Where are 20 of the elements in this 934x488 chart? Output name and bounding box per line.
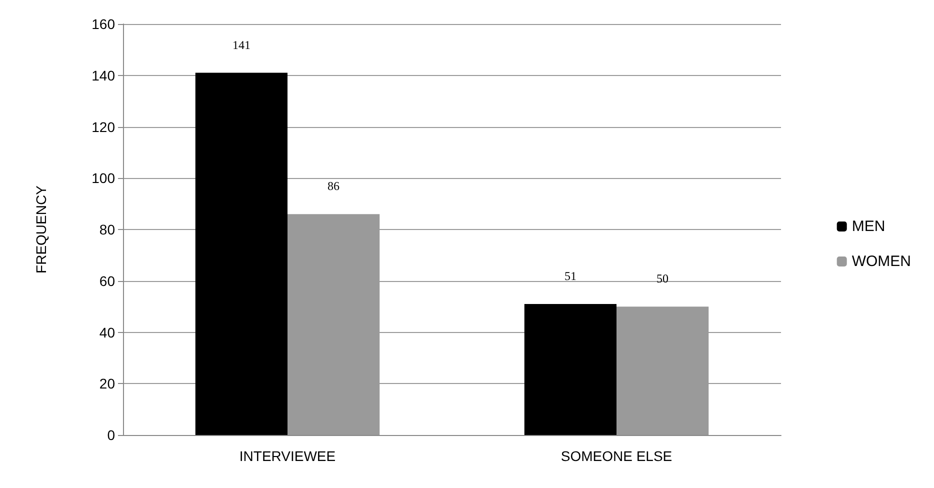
legend-label: MEN: [852, 218, 886, 235]
y-tick-label: 160: [92, 16, 116, 32]
y-tick-label: 0: [107, 427, 116, 443]
y-tick-label: 20: [99, 376, 116, 392]
y-tick-label: 40: [99, 324, 116, 340]
y-tick-label: 80: [99, 222, 116, 238]
data-label: 51: [564, 268, 576, 283]
x-tick-label: SOMEONE ELSE: [560, 448, 672, 464]
data-label: 141: [232, 38, 250, 52]
bar: [195, 72, 288, 435]
legend-label: WOMEN: [852, 253, 912, 270]
y-axis-title: FREQUENCY: [33, 184, 49, 274]
data-label: 86: [328, 179, 340, 194]
data-label: 50: [656, 272, 669, 286]
y-tick-label: 120: [92, 118, 116, 135]
y-tick-label: 60: [99, 272, 116, 289]
y-tick-label: 140: [92, 67, 116, 84]
bar: [524, 304, 616, 435]
x-tick-label: INTERVIEWEE: [239, 448, 336, 464]
y-tick-label: 100: [92, 170, 116, 186]
